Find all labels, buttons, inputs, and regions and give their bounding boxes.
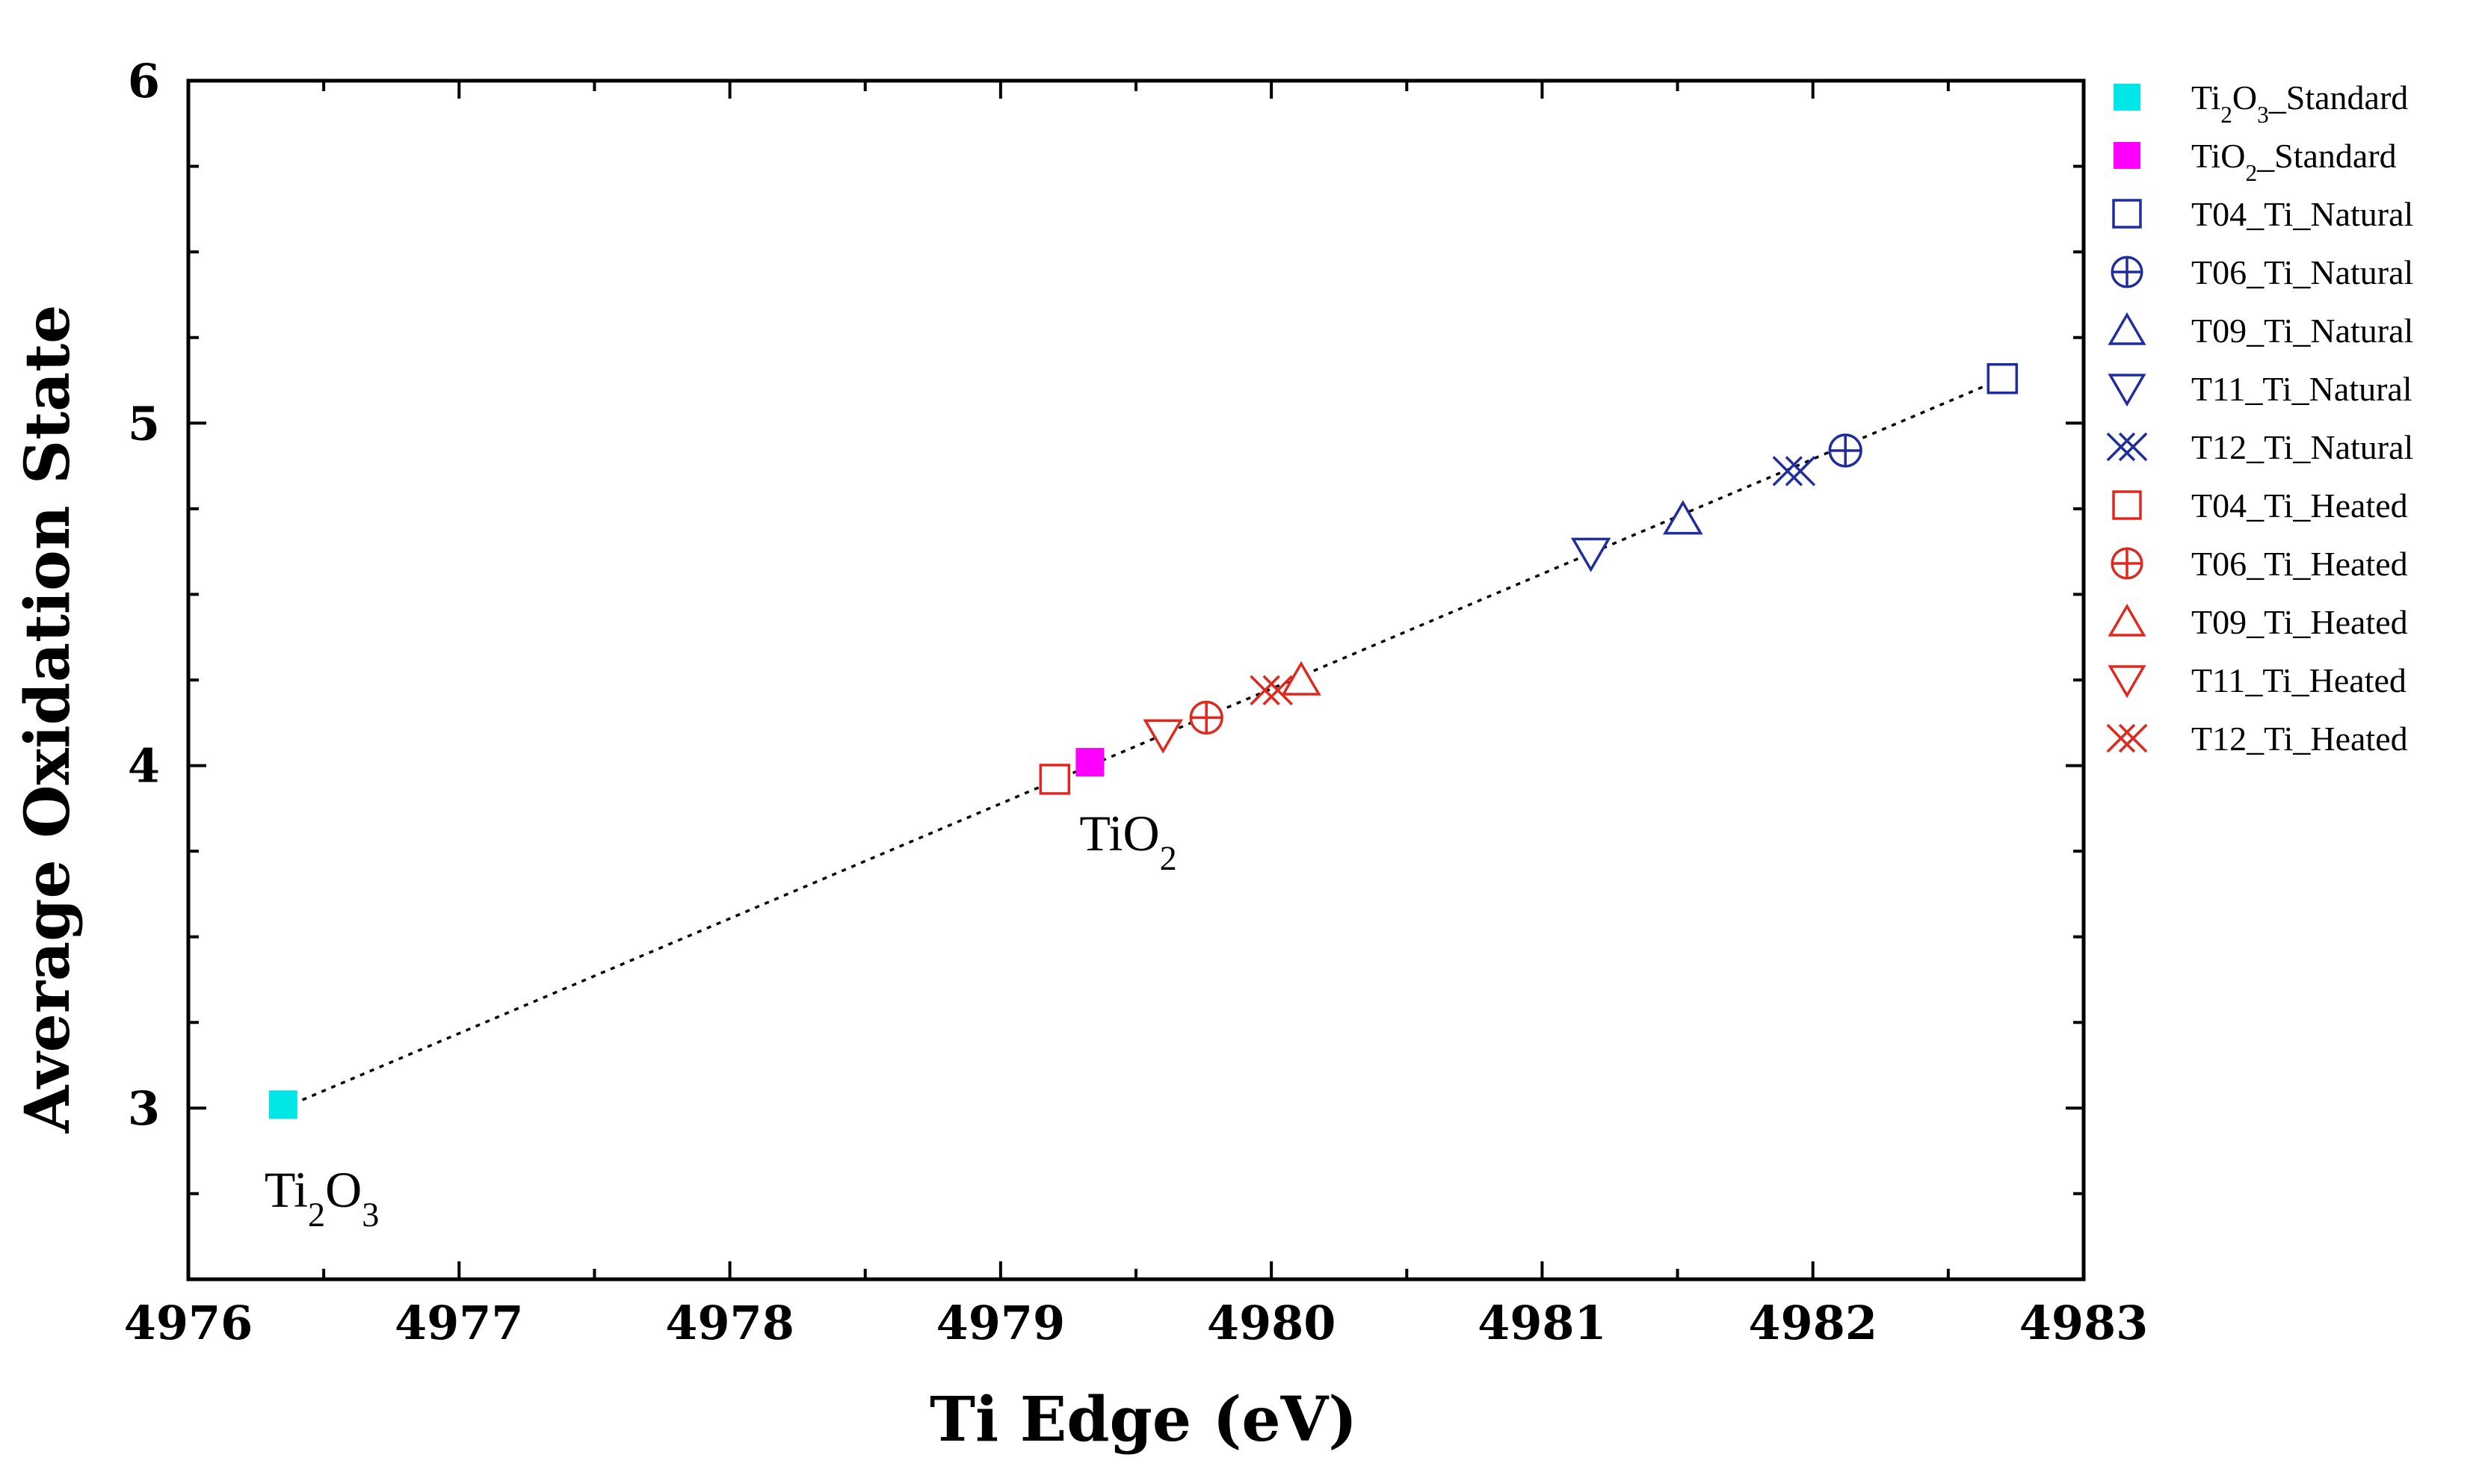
fit-line-layer <box>283 377 2003 1110</box>
legend-label: T04_Ti_Heated <box>2191 486 2408 525</box>
marker-shape <box>1663 500 1703 535</box>
legend-label: T06_Ti_Heated <box>2191 545 2408 583</box>
marker-shape <box>2108 312 2146 345</box>
data-points <box>268 362 2019 1119</box>
legend-item-t11-ti-heated: T11_Ti_Heated <box>2108 661 2407 699</box>
marker-shape <box>2114 142 2140 169</box>
x-tick-label: 4980 <box>1207 1296 1336 1350</box>
marker-shape <box>2114 84 2140 111</box>
legend-marker <box>2111 547 2143 580</box>
legend-item-t12-ti-natural: T12_Ti_Natural <box>2106 428 2413 466</box>
marker-shape <box>1281 661 1321 696</box>
marker-stroke-b1 <box>1785 456 1816 486</box>
x-tick-label: 4981 <box>1478 1296 1607 1350</box>
marker-shape <box>268 1090 297 1119</box>
legend-label: T04_Ti_Natural <box>2191 195 2413 233</box>
x-tick-label: 4979 <box>936 1296 1066 1350</box>
marker-shape <box>1075 747 1105 776</box>
marker-shape <box>1143 719 1184 754</box>
x-tick-label: 4983 <box>2019 1296 2149 1350</box>
annotation-0: TiO2 <box>1079 805 1176 878</box>
marker-shape <box>2108 374 2146 407</box>
legend-marker <box>2108 603 2146 637</box>
x-tick-label: 4977 <box>395 1296 524 1350</box>
data-point-t11-ti-natural <box>1570 537 1611 572</box>
legend-label: T06_Ti_Natural <box>2191 253 2413 291</box>
annotations: TiO2 Ti2O3 <box>265 805 1177 1234</box>
marker-shape <box>2112 490 2142 520</box>
legend-label: Ti2O3_Standard <box>2191 78 2408 128</box>
legend-label: T09_Ti_Natural <box>2191 312 2413 350</box>
legend: Ti2O3_Standard TiO2_Standard T04_Ti_Natura… <box>2106 78 2413 758</box>
marker-stroke-b1 <box>2118 723 2148 753</box>
x-tick-label: 4982 <box>1748 1296 1877 1350</box>
y-tick-label: 3 <box>128 1081 160 1136</box>
legend-item-t04-ti-heated: T04_Ti_Heated <box>2112 486 2408 525</box>
data-point-t09-ti-natural <box>1663 500 1703 535</box>
legend-label: T12_Ti_Natural <box>2191 428 2413 466</box>
data-point-ti2o3-standard <box>268 1090 297 1119</box>
marker-shape <box>1986 362 2019 395</box>
y-axis-title: Average Oxidation State <box>12 305 84 1134</box>
legend-label: T12_Ti_Heated <box>2191 720 2408 758</box>
marker-shape <box>2112 199 2142 229</box>
y-tick-label: 6 <box>128 54 160 108</box>
y-tick-label: 4 <box>128 739 160 794</box>
legend-marker <box>2108 374 2146 407</box>
marker-stroke-b0 <box>1250 675 1280 705</box>
plot-frame <box>186 78 2086 1282</box>
legend-marker <box>2114 84 2140 111</box>
x-tick-label: 4978 <box>665 1296 794 1350</box>
data-point-t12-ti-heated <box>1250 675 1293 705</box>
data-point-tio2-standard <box>1075 747 1105 776</box>
legend-item-ti2o3-standard: Ti2O3_Standard <box>2114 78 2408 128</box>
marker-stroke-b0 <box>1772 456 1803 486</box>
legend-item-t12-ti-heated: T12_Ti_Heated <box>2106 720 2408 758</box>
x-axis-title: Ti Edge (eV) <box>930 1384 1357 1456</box>
annotation-1: Ti2O3 <box>265 1161 379 1234</box>
data-point-t06-ti-natural <box>1828 433 1862 468</box>
marker-stroke-b0 <box>2106 432 2136 462</box>
marker-shape <box>2108 665 2146 699</box>
fit-line <box>283 377 2003 1110</box>
legend-item-t09-ti-natural: T09_Ti_Natural <box>2108 312 2413 350</box>
legend-label: T11_Ti_Heated <box>2191 661 2407 699</box>
data-point-t09-ti-heated <box>1281 661 1321 696</box>
legend-marker <box>2108 312 2146 345</box>
legend-marker <box>2108 665 2146 699</box>
legend-item-t11-ti-natural: T11_Ti_Natural <box>2108 370 2412 408</box>
legend-marker <box>2112 199 2142 229</box>
axes: 4976 4977 4978 4979 4980 4981 4982 4983 3 4 5 6 <box>124 54 2149 1350</box>
legend-item-t06-ti-natural: T06_Ti_Natural <box>2111 253 2413 291</box>
legend-marker <box>2114 142 2140 169</box>
legend-marker <box>2111 256 2143 288</box>
marker-shape <box>2108 603 2146 637</box>
data-point-t04-ti-heated <box>1039 764 1071 795</box>
legend-item-t04-ti-natural: T04_Ti_Natural <box>2112 195 2413 233</box>
legend-label: T11_Ti_Natural <box>2191 370 2412 408</box>
data-point-t04-ti-natural <box>1986 362 2019 395</box>
legend-marker <box>2106 723 2148 753</box>
legend-item-tio2-standard: TiO2_Standard <box>2114 137 2397 186</box>
marker-shape <box>1570 537 1611 572</box>
marker-stroke-b1 <box>2118 432 2148 462</box>
y-tick-label: 5 <box>128 396 160 451</box>
legend-item-t09-ti-heated: T09_Ti_Heated <box>2108 603 2408 641</box>
legend-marker <box>2106 432 2148 462</box>
legend-marker <box>2112 490 2142 520</box>
x-tick-label: 4976 <box>124 1296 253 1350</box>
data-point-t06-ti-heated <box>1189 700 1223 735</box>
marker-stroke-b1 <box>1262 675 1293 705</box>
data-point-t11-ti-heated <box>1143 719 1184 754</box>
data-point-t12-ti-natural <box>1772 456 1816 486</box>
marker-stroke-b0 <box>2106 723 2136 753</box>
legend-label: T09_Ti_Heated <box>2191 603 2408 641</box>
marker-shape <box>1039 764 1071 795</box>
legend-label: TiO2_Standard <box>2191 137 2397 186</box>
legend-item-t06-ti-heated: T06_Ti_Heated <box>2111 545 2408 583</box>
